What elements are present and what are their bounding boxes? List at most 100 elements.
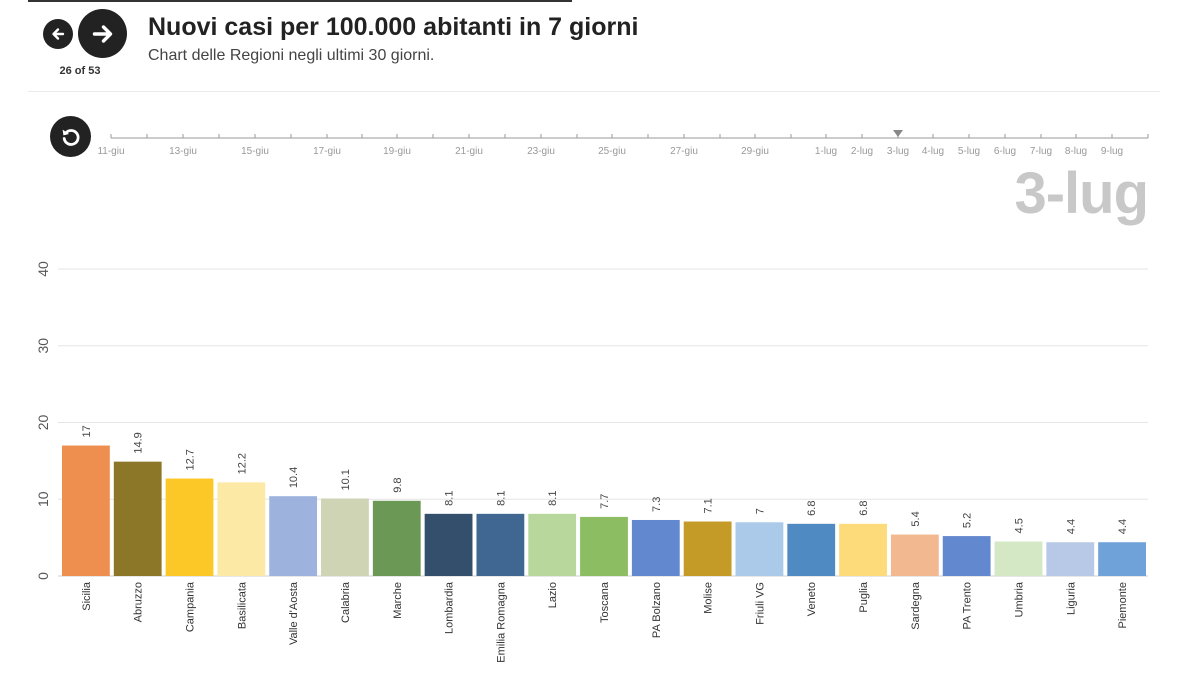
timeline-label[interactable]: 17-giu: [313, 146, 341, 157]
bar-value-label: 14.9: [133, 432, 145, 453]
y-tick-label: 40: [35, 261, 51, 277]
y-tick-label: 10: [35, 491, 51, 507]
bar-value-label: 5.4: [910, 511, 922, 526]
y-tick-label: 30: [35, 338, 51, 354]
bar: [424, 513, 473, 576]
bar: [62, 445, 110, 576]
timeline-label[interactable]: 5-lug: [958, 146, 980, 157]
bar-value-label: 12.7: [185, 449, 197, 470]
bar-value-label: 7.7: [599, 494, 611, 509]
bar: [994, 541, 1043, 576]
bar: [631, 519, 680, 576]
bar-value-label: 8.1: [547, 491, 559, 506]
timeline-slider[interactable]: 11-giu 13-giu 15-giu 17-giu 19-giu 21-giu 23-g…: [0, 120, 1200, 165]
bar: [890, 534, 939, 576]
category-label: Puglia: [858, 581, 870, 612]
bar-value-label: 7: [754, 508, 766, 514]
category-label: Friuli VG: [754, 582, 766, 625]
next-button[interactable]: [78, 9, 127, 58]
category-label: Emilia Romagna: [495, 581, 507, 663]
bar-value-label: 12.2: [236, 453, 248, 474]
slide-counter: 26 of 53: [59, 65, 101, 77]
category-label: Lazio: [547, 582, 559, 608]
bar-value-label: 7.3: [651, 497, 663, 512]
bar-value-label: 6.8: [858, 501, 870, 516]
category-label: Umbria: [1013, 581, 1025, 617]
bar: [113, 461, 162, 576]
category-label: Piemonte: [1117, 582, 1129, 628]
bar-value-label: 9.8: [392, 477, 404, 492]
timeline-label[interactable]: 2-lug: [851, 146, 873, 157]
bar: [580, 516, 628, 576]
category-label: Valle d'Aosta: [288, 581, 300, 645]
category-label: Calabria: [340, 581, 352, 623]
bar: [476, 513, 525, 576]
bar: [787, 523, 836, 576]
bar: [839, 523, 887, 576]
current-date-label: 3-lug: [1014, 161, 1149, 226]
bar: [269, 496, 318, 576]
timeline-label[interactable]: 9-lug: [1101, 146, 1123, 157]
category-label: Molise: [703, 582, 715, 614]
timeline-label[interactable]: 29-giu: [741, 146, 769, 157]
replay-button[interactable]: [50, 116, 91, 157]
category-label: PA Bolzano: [651, 582, 663, 638]
timeline-label[interactable]: 19-giu: [383, 146, 411, 157]
bar-value-label: 7.1: [703, 498, 715, 513]
previous-button[interactable]: [43, 19, 73, 49]
category-label: Veneto: [806, 582, 818, 616]
replay-icon: [62, 128, 80, 146]
category-label: Sicilia: [81, 581, 93, 611]
category-label: Toscana: [599, 581, 611, 623]
y-tick-label: 0: [35, 572, 51, 580]
bar: [372, 500, 421, 576]
page-title: Nuovi casi per 100.000 abitanti in 7 gio…: [148, 13, 639, 41]
timeline-label[interactable]: 15-giu: [241, 146, 269, 157]
bar-value-label: 4.4: [1117, 519, 1129, 534]
bar: [217, 482, 266, 576]
category-label: Abruzzo: [133, 582, 145, 622]
bar: [735, 522, 784, 576]
timeline-label[interactable]: 1-lug: [815, 146, 837, 157]
bar: [1046, 542, 1095, 576]
bar: [942, 536, 991, 576]
bar-value-label: 6.8: [806, 501, 818, 516]
category-label: Basilicata: [236, 581, 248, 629]
bar-value-label: 4.5: [1013, 518, 1025, 533]
bar: [528, 513, 577, 576]
timeline-label[interactable]: 23-giu: [527, 146, 555, 157]
category-label: Lombardia: [444, 581, 456, 634]
timeline-label[interactable]: 27-giu: [670, 146, 698, 157]
header-divider: [28, 91, 1160, 92]
story-navigation: 26 of 53: [40, 8, 132, 80]
timeline-label[interactable]: 8-lug: [1065, 146, 1087, 157]
timeline-label[interactable]: 6-lug: [994, 146, 1016, 157]
category-label: Marche: [392, 582, 404, 619]
bar-value-label: 4.4: [1065, 519, 1077, 534]
timeline-label[interactable]: 21-giu: [455, 146, 483, 157]
timeline-label[interactable]: 11-giu: [97, 146, 124, 157]
bar-value-label: 10.1: [340, 469, 352, 490]
arrow-right-icon: [92, 24, 112, 43]
timeline-marker[interactable]: [893, 130, 903, 137]
category-label: Campania: [185, 581, 197, 632]
bar-value-label: 17: [81, 425, 93, 437]
timeline-label[interactable]: 3-lug: [887, 146, 909, 157]
category-label: PA Trento: [962, 582, 974, 630]
bar-value-label: 8.1: [444, 491, 456, 506]
bar: [683, 521, 732, 576]
arrow-left-icon: [52, 28, 65, 40]
timeline-label[interactable]: 25-giu: [598, 146, 626, 157]
bar: [321, 498, 369, 576]
bar-value-label: 5.2: [962, 513, 974, 528]
page-subtitle: Chart delle Regioni negli ultimi 30 gior…: [148, 47, 435, 64]
category-label: Sardegna: [910, 581, 922, 630]
timeline-label[interactable]: 4-lug: [922, 146, 944, 157]
y-tick-label: 20: [35, 415, 51, 431]
timeline-label[interactable]: 7-lug: [1030, 146, 1052, 157]
bar-value-label: 10.4: [288, 467, 300, 488]
timeline-label[interactable]: 13-giu: [169, 146, 197, 157]
top-rule: [28, 0, 572, 2]
bar: [165, 478, 214, 576]
